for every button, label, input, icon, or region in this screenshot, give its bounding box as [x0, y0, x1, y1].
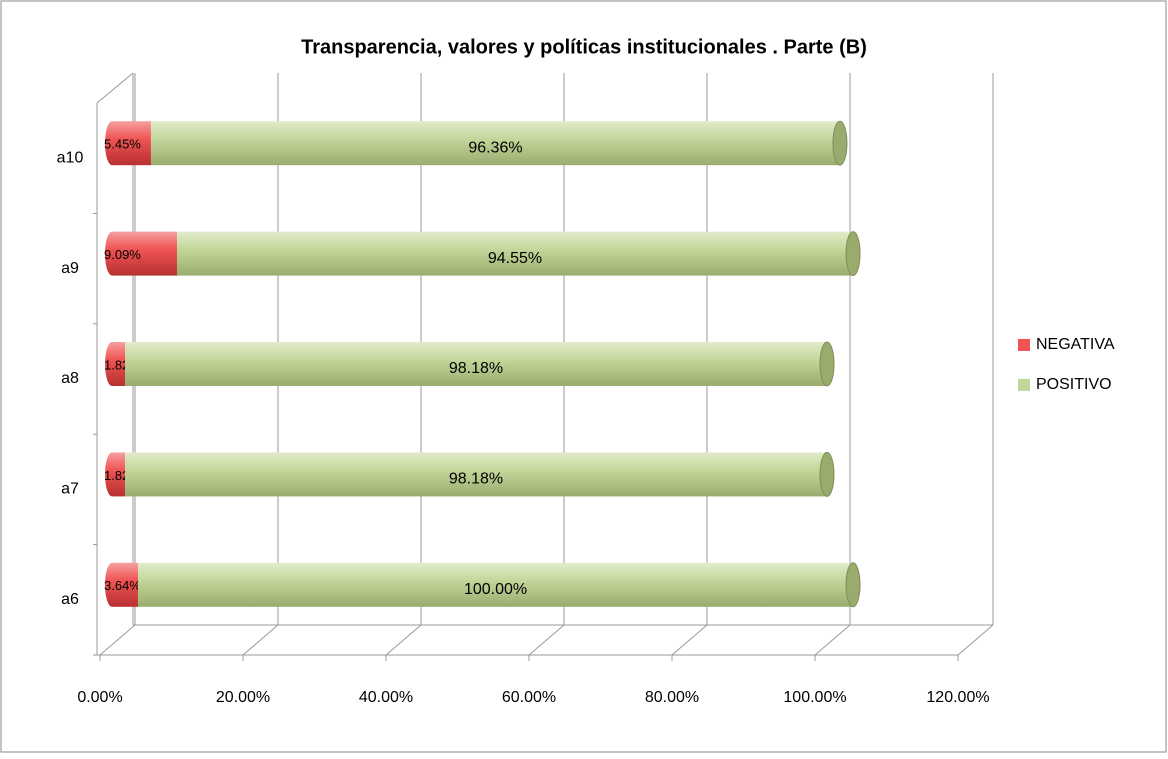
y-tick-label: a8	[61, 370, 79, 387]
grid-floor-line	[385, 624, 422, 656]
x-tick-label: 80.00%	[645, 689, 699, 706]
legend-label: POSITIVO	[1036, 376, 1112, 393]
bar-cap	[819, 341, 835, 387]
bar-cap	[819, 451, 835, 497]
grid-floor-line	[957, 624, 994, 656]
bar	[112, 562, 139, 607]
bar	[112, 231, 177, 276]
data-label: 3.64%	[104, 578, 141, 593]
bar	[125, 342, 827, 386]
data-label: 100.00%	[464, 581, 527, 598]
y-tick-label: a6	[61, 591, 79, 608]
grid-floor-line	[671, 624, 708, 656]
chart-title: Transparencia, valores y políticas insti…	[301, 36, 867, 58]
bar	[112, 342, 126, 386]
data-label: 98.18%	[449, 471, 503, 488]
x-tick-label: 120.00%	[926, 689, 989, 706]
grid-floor-line	[99, 624, 136, 656]
bar	[112, 121, 151, 166]
bar-cap	[832, 120, 848, 166]
grid-floor-line	[242, 624, 279, 656]
data-label: 9.09%	[104, 247, 141, 262]
y-tick-label: a10	[57, 149, 84, 166]
legend-swatch	[1018, 339, 1030, 351]
data-label: 98.18%	[449, 360, 503, 377]
bar	[150, 121, 840, 166]
bar-cap	[845, 562, 861, 608]
x-tick-label: 20.00%	[216, 689, 270, 706]
x-tick-label: 100.00%	[783, 689, 846, 706]
bar	[125, 452, 827, 497]
bar	[138, 562, 854, 607]
grid-floor-line	[814, 624, 851, 656]
x-tick-label: 60.00%	[502, 689, 556, 706]
legend-swatch	[1018, 379, 1030, 391]
grid-floor-line	[528, 624, 565, 656]
bar	[176, 231, 854, 276]
data-label: 94.55%	[488, 250, 542, 267]
data-label: 96.36%	[468, 139, 522, 156]
data-label: 5.45%	[104, 137, 141, 152]
bar	[112, 452, 126, 497]
y-tick-label: a9	[61, 260, 79, 277]
x-tick-label: 0.00%	[77, 689, 122, 706]
y-tick-label: a7	[61, 481, 79, 498]
x-tick-label: 40.00%	[359, 689, 413, 706]
bar-cap	[845, 231, 861, 277]
legend-label: NEGATIVA	[1036, 336, 1115, 353]
